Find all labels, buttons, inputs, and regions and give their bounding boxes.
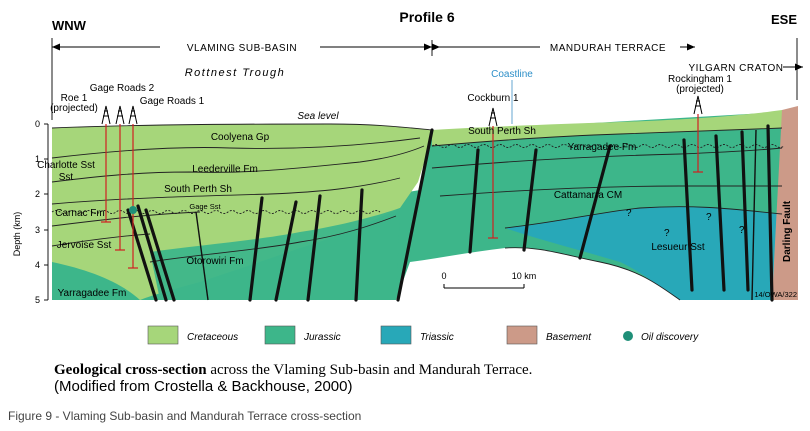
geology-section (51, 106, 798, 302)
well-note-roe: (projected) (50, 103, 98, 114)
depth-axis (44, 123, 49, 301)
depth-tick: 2 (35, 189, 40, 199)
fault (396, 128, 434, 302)
jurassic-basin-block (150, 208, 400, 300)
depth-tick: 3 (35, 225, 40, 235)
legend (147, 325, 633, 345)
depth-tick: 0 (35, 119, 40, 129)
formation-label: Jervoise Sst (57, 240, 112, 251)
scale-start: 0 (441, 271, 446, 281)
formation-label: Yarragadee Fm (58, 288, 127, 299)
legend-label: Jurassic (303, 332, 341, 343)
formation-label: South Perth Sh (164, 184, 232, 195)
direction-right: ESE (771, 12, 797, 27)
fault (274, 200, 298, 302)
fault (682, 138, 694, 292)
sub-region-label: Rottnest Trough (185, 67, 286, 79)
fault (714, 134, 726, 292)
reference-code: 14/OWA/322 (754, 290, 797, 299)
legend-label: Triassic (420, 332, 454, 343)
formation-label: Leederville Fm (192, 164, 258, 175)
fault (751, 129, 757, 301)
fault (195, 211, 209, 301)
question-mark: ? (706, 212, 712, 223)
formation-label: Yarragadee Fm (568, 142, 637, 153)
legend-label: Cretaceous (187, 332, 238, 343)
region-yilgarn: YILGARN CRATON (689, 63, 784, 74)
formation-label: Carnac Fm (55, 208, 104, 219)
depth-tick: 5 (35, 295, 40, 305)
formation-label: Lesueur Sst (651, 242, 705, 253)
region-mandurah: MANDURAH TERRACE (550, 43, 666, 54)
well-label-gage-roads-1: Gage Roads 1 (140, 96, 205, 107)
scale-end: 10 km (512, 271, 537, 281)
derrick-icon (101, 105, 111, 125)
well-label-rockingham: Rockingham 1 (668, 74, 732, 85)
derrick-icon (128, 105, 138, 125)
fault (766, 124, 774, 302)
caption-line-2: (Modified from Crostella & Backhouse, 20… (54, 378, 352, 395)
caption-line-1: Geological cross-section across the Vlam… (54, 362, 532, 378)
oil-discovery-marker (129, 206, 137, 214)
fault (522, 148, 538, 252)
darling-fault-label: Darling Fault (782, 200, 793, 262)
formation-label: Gage Sst (189, 202, 221, 211)
triassic-unit (505, 206, 782, 300)
legend-swatch-cretaceous (147, 325, 179, 345)
basement-unit (772, 106, 798, 300)
depth-tick: 1 (35, 154, 40, 164)
fault (578, 144, 612, 260)
question-mark: ? (664, 228, 670, 239)
legend-swatch-basement (506, 325, 538, 345)
coastline-label: Coastline (491, 69, 533, 80)
wells (101, 95, 703, 269)
formation-label: Cattamarra CM (554, 190, 622, 201)
fault (740, 130, 750, 292)
formation-label: Charlotte Sst (37, 160, 95, 171)
depth-tick: 4 (35, 260, 40, 270)
scale-bar (443, 284, 525, 289)
formation-label: Otorowiri Fm (186, 256, 243, 267)
fault (144, 208, 176, 302)
fault (468, 148, 480, 254)
legend-oil-discovery-icon (623, 331, 633, 341)
caption-bold: Geological cross-section (54, 362, 207, 378)
below-section-area (396, 247, 680, 300)
question-mark: ? (626, 208, 632, 219)
cretaceous-cover (432, 110, 782, 146)
legend-label: Oil discovery (641, 332, 699, 343)
formation-label: Coolyena Gp (211, 132, 270, 143)
jurassic-basin-wedge (52, 262, 140, 300)
fault (248, 196, 264, 302)
cretaceous-basin (52, 124, 432, 300)
well-label-gage-roads-2: Gage Roads 2 (90, 83, 155, 94)
well-label-roe: Roe 1 (61, 93, 88, 104)
derrick-icon (115, 105, 125, 125)
caption-rest: across the Vlaming Sub-basin and Mandura… (207, 362, 533, 378)
sea-level-label: Sea level (297, 111, 339, 122)
derrick-icon (693, 95, 703, 115)
direction-left: WNW (52, 18, 87, 33)
well-note-rockingham: (projected) (676, 84, 724, 95)
formation-label-sst: Sst (59, 172, 74, 183)
well-label-cockburn: Cockburn 1 (467, 93, 519, 104)
profile-title: Profile 6 (399, 9, 454, 25)
legend-swatch-jurassic (264, 325, 296, 345)
formation-label: South Perth Sh (468, 126, 536, 137)
legend-swatch-triassic (380, 325, 412, 345)
derrick-icon (488, 107, 498, 127)
fault (136, 204, 168, 302)
region-vlaming: VLAMING SUB-BASIN (187, 43, 297, 54)
fault (306, 194, 322, 302)
depth-axis-label: Depth (km) (12, 212, 22, 257)
legend-label: Basement (546, 332, 592, 343)
fault (354, 188, 364, 302)
figure-label: Figure 9 - Vlaming Sub-basin and Mandura… (8, 409, 361, 423)
question-mark: ? (739, 225, 745, 236)
